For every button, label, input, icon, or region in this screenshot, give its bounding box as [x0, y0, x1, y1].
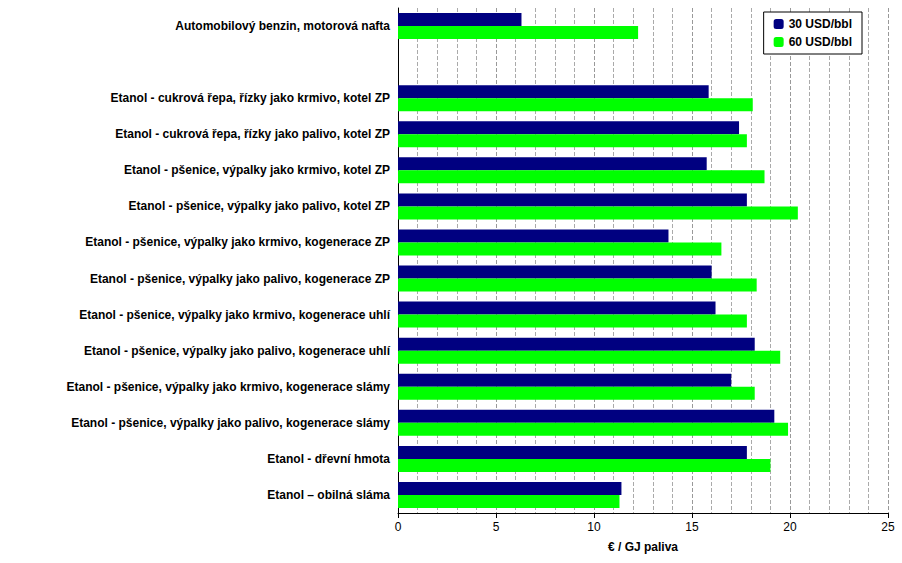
svg-text:Etanol - dřevní hmota: Etanol - dřevní hmota — [267, 452, 390, 466]
svg-text:Etanol - pšenice, výpalky jako: Etanol - pšenice, výpalky jako krmivo, k… — [79, 308, 390, 322]
svg-text:Etanol - pšenice, výpalky jako: Etanol - pšenice, výpalky jako krmivo, k… — [67, 380, 391, 394]
svg-text:5: 5 — [493, 520, 500, 534]
svg-text:Etanol – obilná sláma: Etanol – obilná sláma — [267, 488, 390, 502]
svg-text:Etanol - pšenice, výpalky jako: Etanol - pšenice, výpalky jako palivo, k… — [129, 199, 390, 213]
svg-text:Etanol - pšenice, výpalky jako: Etanol - pšenice, výpalky jako palivo, k… — [90, 272, 390, 286]
svg-text:Etanol - pšenice, výpalky jako: Etanol - pšenice, výpalky jako krmivo, k… — [124, 163, 390, 177]
svg-text:€ / GJ paliva: € / GJ paliva — [608, 540, 678, 554]
svg-text:Automobilový benzin, motorová: Automobilový benzin, motorová nafta — [175, 19, 390, 33]
svg-text:Etanol - pšenice, výpalky jako: Etanol - pšenice, výpalky jako krmivo, k… — [85, 235, 390, 249]
svg-text:Etanol - cukrová řepa, řízky j: Etanol - cukrová řepa, řízky jako krmivo… — [111, 91, 390, 105]
svg-text:15: 15 — [685, 520, 699, 534]
svg-text:0: 0 — [395, 520, 402, 534]
svg-text:25: 25 — [881, 520, 895, 534]
svg-text:Etanol - cukrová řepa, řízky j: Etanol - cukrová řepa, řízky jako palivo… — [115, 127, 390, 141]
svg-text:20: 20 — [783, 520, 797, 534]
svg-text:Etanol - pšenice, výpalky jako: Etanol - pšenice, výpalky jako palivo, k… — [71, 416, 390, 430]
svg-text:10: 10 — [587, 520, 601, 534]
svg-text:30 USD/bbl: 30 USD/bbl — [789, 17, 852, 31]
svg-text:60 USD/bbl: 60 USD/bbl — [789, 35, 852, 49]
svg-text:Etanol - pšenice, výpalky jako: Etanol - pšenice, výpalky jako palivo, k… — [84, 344, 391, 358]
